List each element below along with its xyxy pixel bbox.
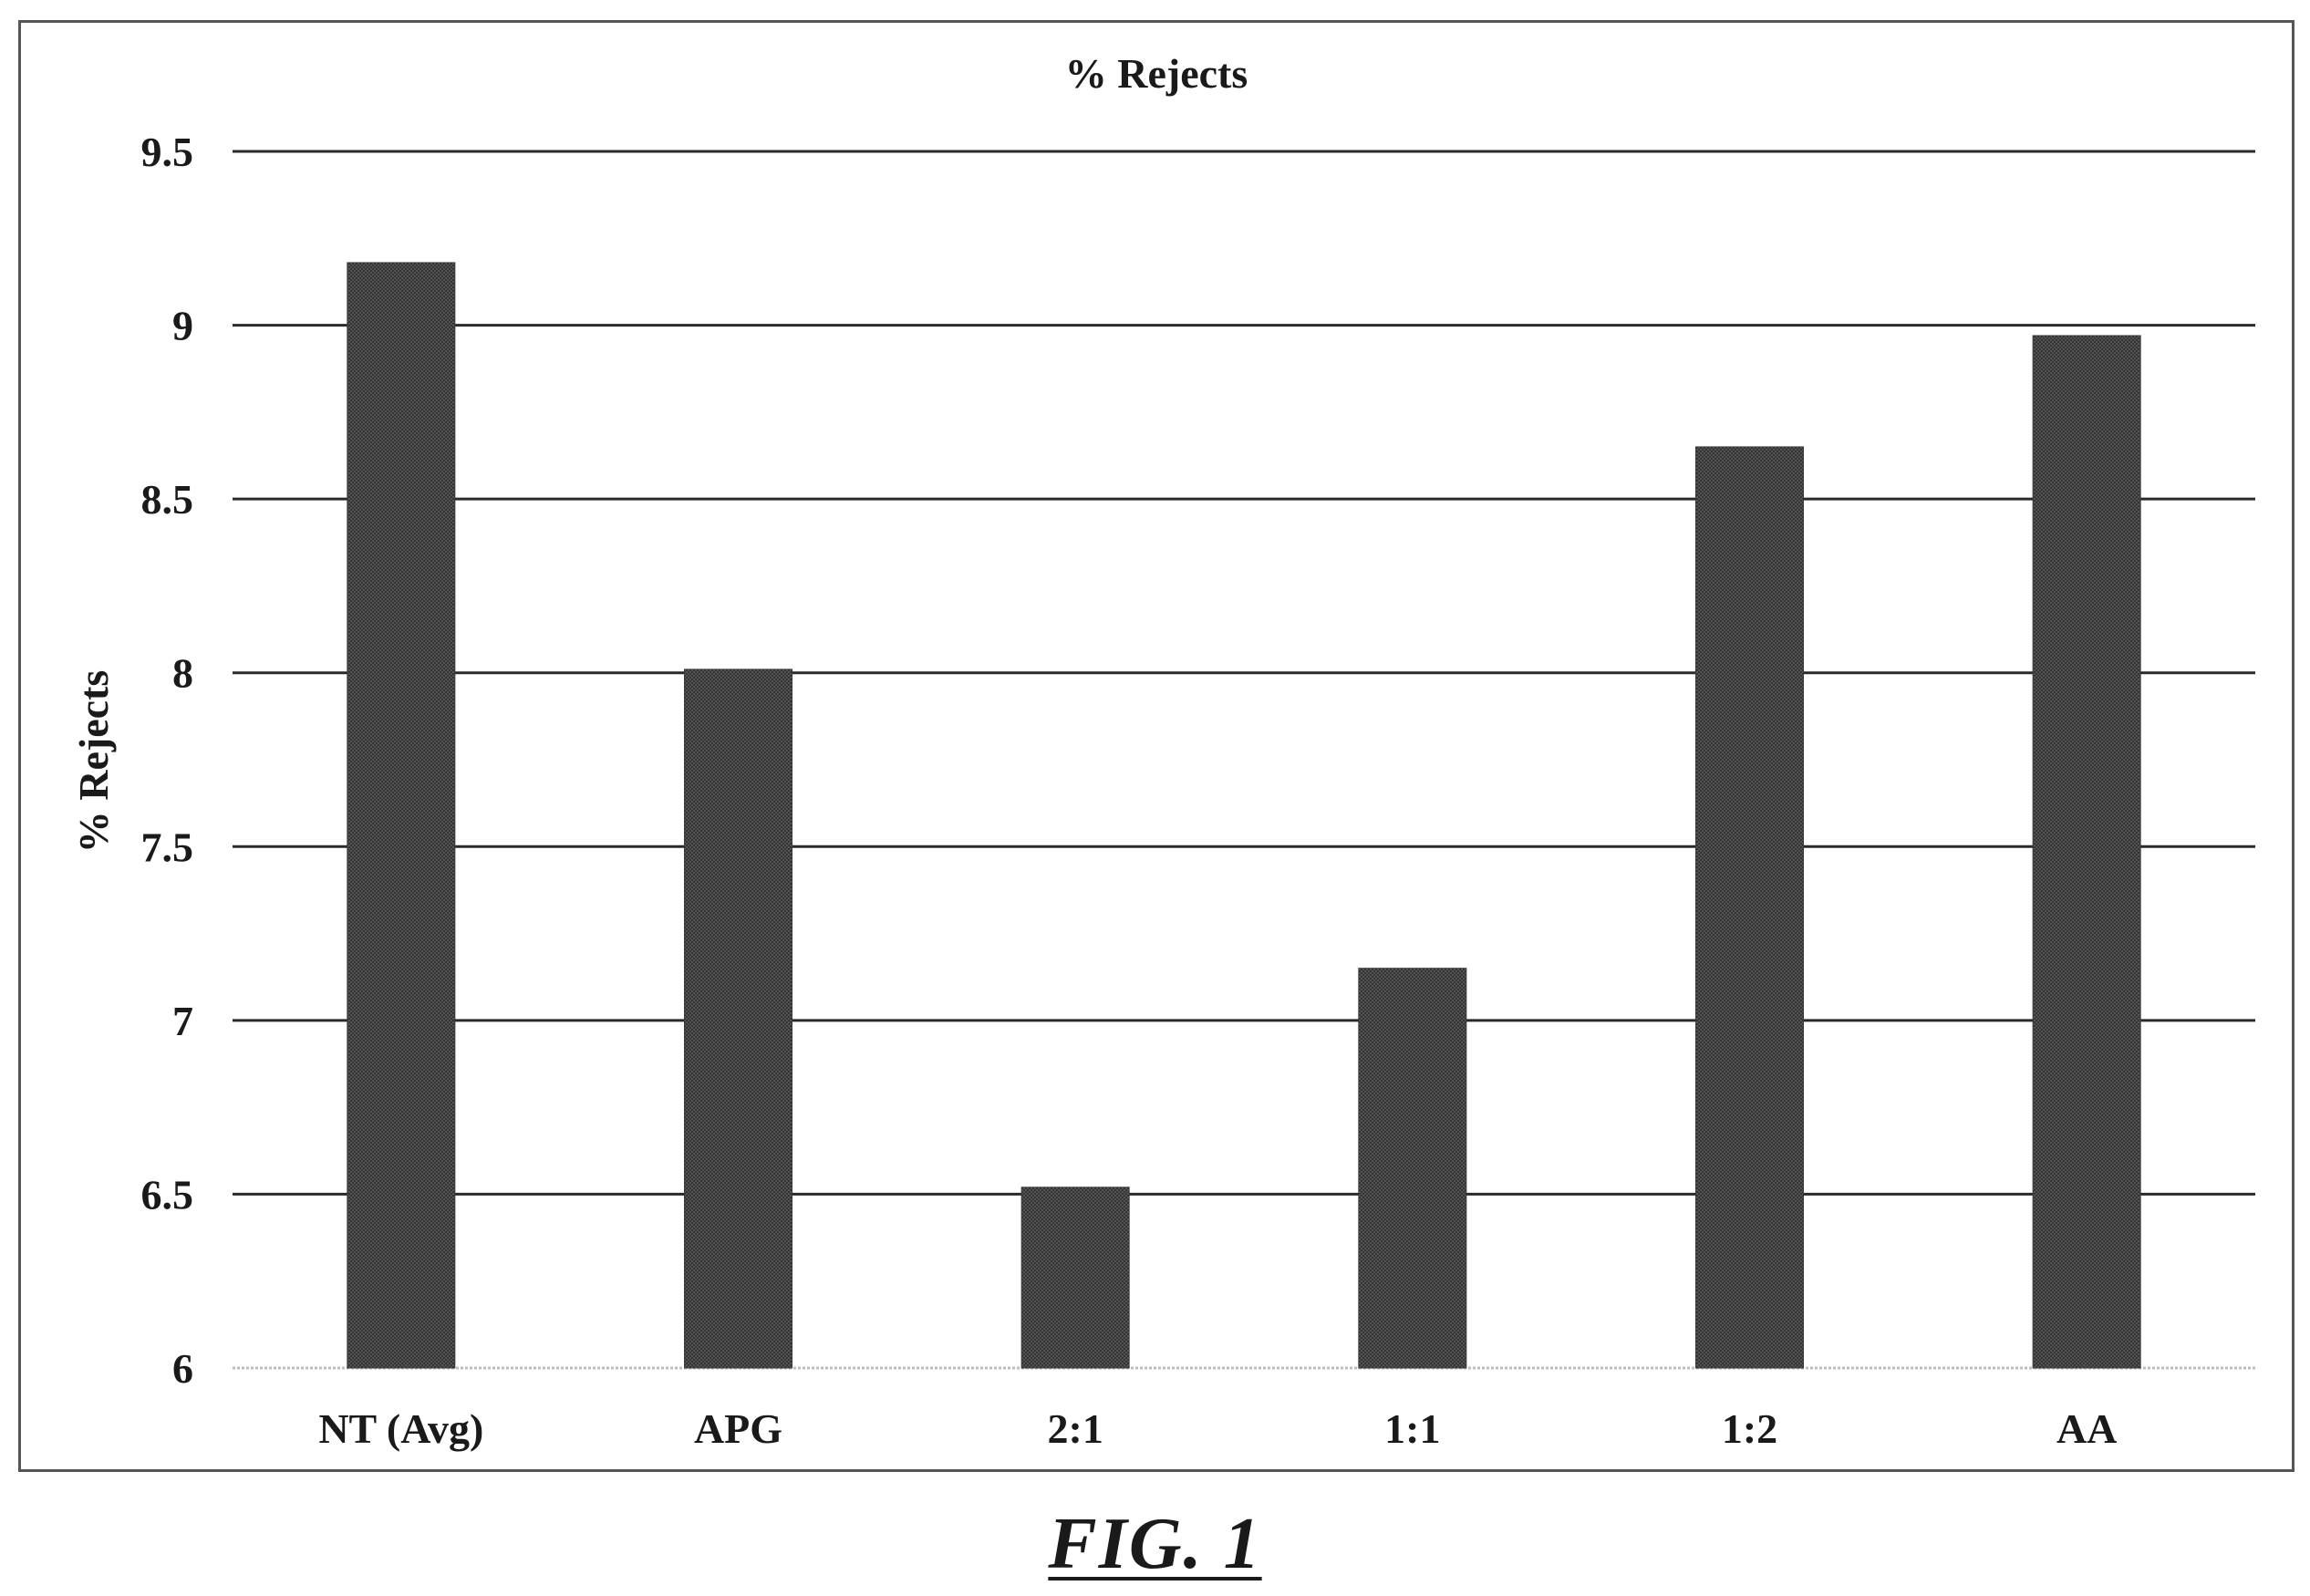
y-tick-label: 6 xyxy=(172,1345,193,1392)
chart-title: % Rejects xyxy=(1065,50,1248,97)
y-tick-label: 6.5 xyxy=(141,1171,194,1218)
bar xyxy=(1358,968,1467,1369)
bar xyxy=(684,668,792,1369)
x-tick-label: APG xyxy=(694,1405,782,1452)
labels: % Rejects % Rejects 6 6.5 7 7.5 8 8.5 9 9.5 NT (… xyxy=(70,50,2117,1452)
x-tick-label: 2:1 xyxy=(1048,1405,1103,1452)
y-tick-label: 7 xyxy=(172,998,193,1044)
gridlines xyxy=(233,150,2255,1370)
y-tick-label: 8 xyxy=(172,650,193,697)
bar xyxy=(2032,335,2141,1369)
bar xyxy=(1020,1187,1130,1369)
y-axis-label: % Rejects xyxy=(70,670,117,854)
x-tick-label: 1:1 xyxy=(1384,1405,1440,1452)
x-tick-label: 1:2 xyxy=(1722,1405,1777,1452)
bars xyxy=(347,262,2141,1369)
y-tick-label: 9.5 xyxy=(141,129,194,175)
y-tick-label: 7.5 xyxy=(141,824,194,870)
bar xyxy=(1695,446,1804,1369)
x-tick-label: NT (Avg) xyxy=(318,1405,483,1452)
figure-caption: FIG. 1 xyxy=(1048,1504,1262,1584)
y-tick-label: 8.5 xyxy=(141,476,194,523)
y-tick-label: 9 xyxy=(172,303,193,349)
bar xyxy=(347,262,456,1369)
x-tick-label: AA xyxy=(2056,1405,2117,1452)
